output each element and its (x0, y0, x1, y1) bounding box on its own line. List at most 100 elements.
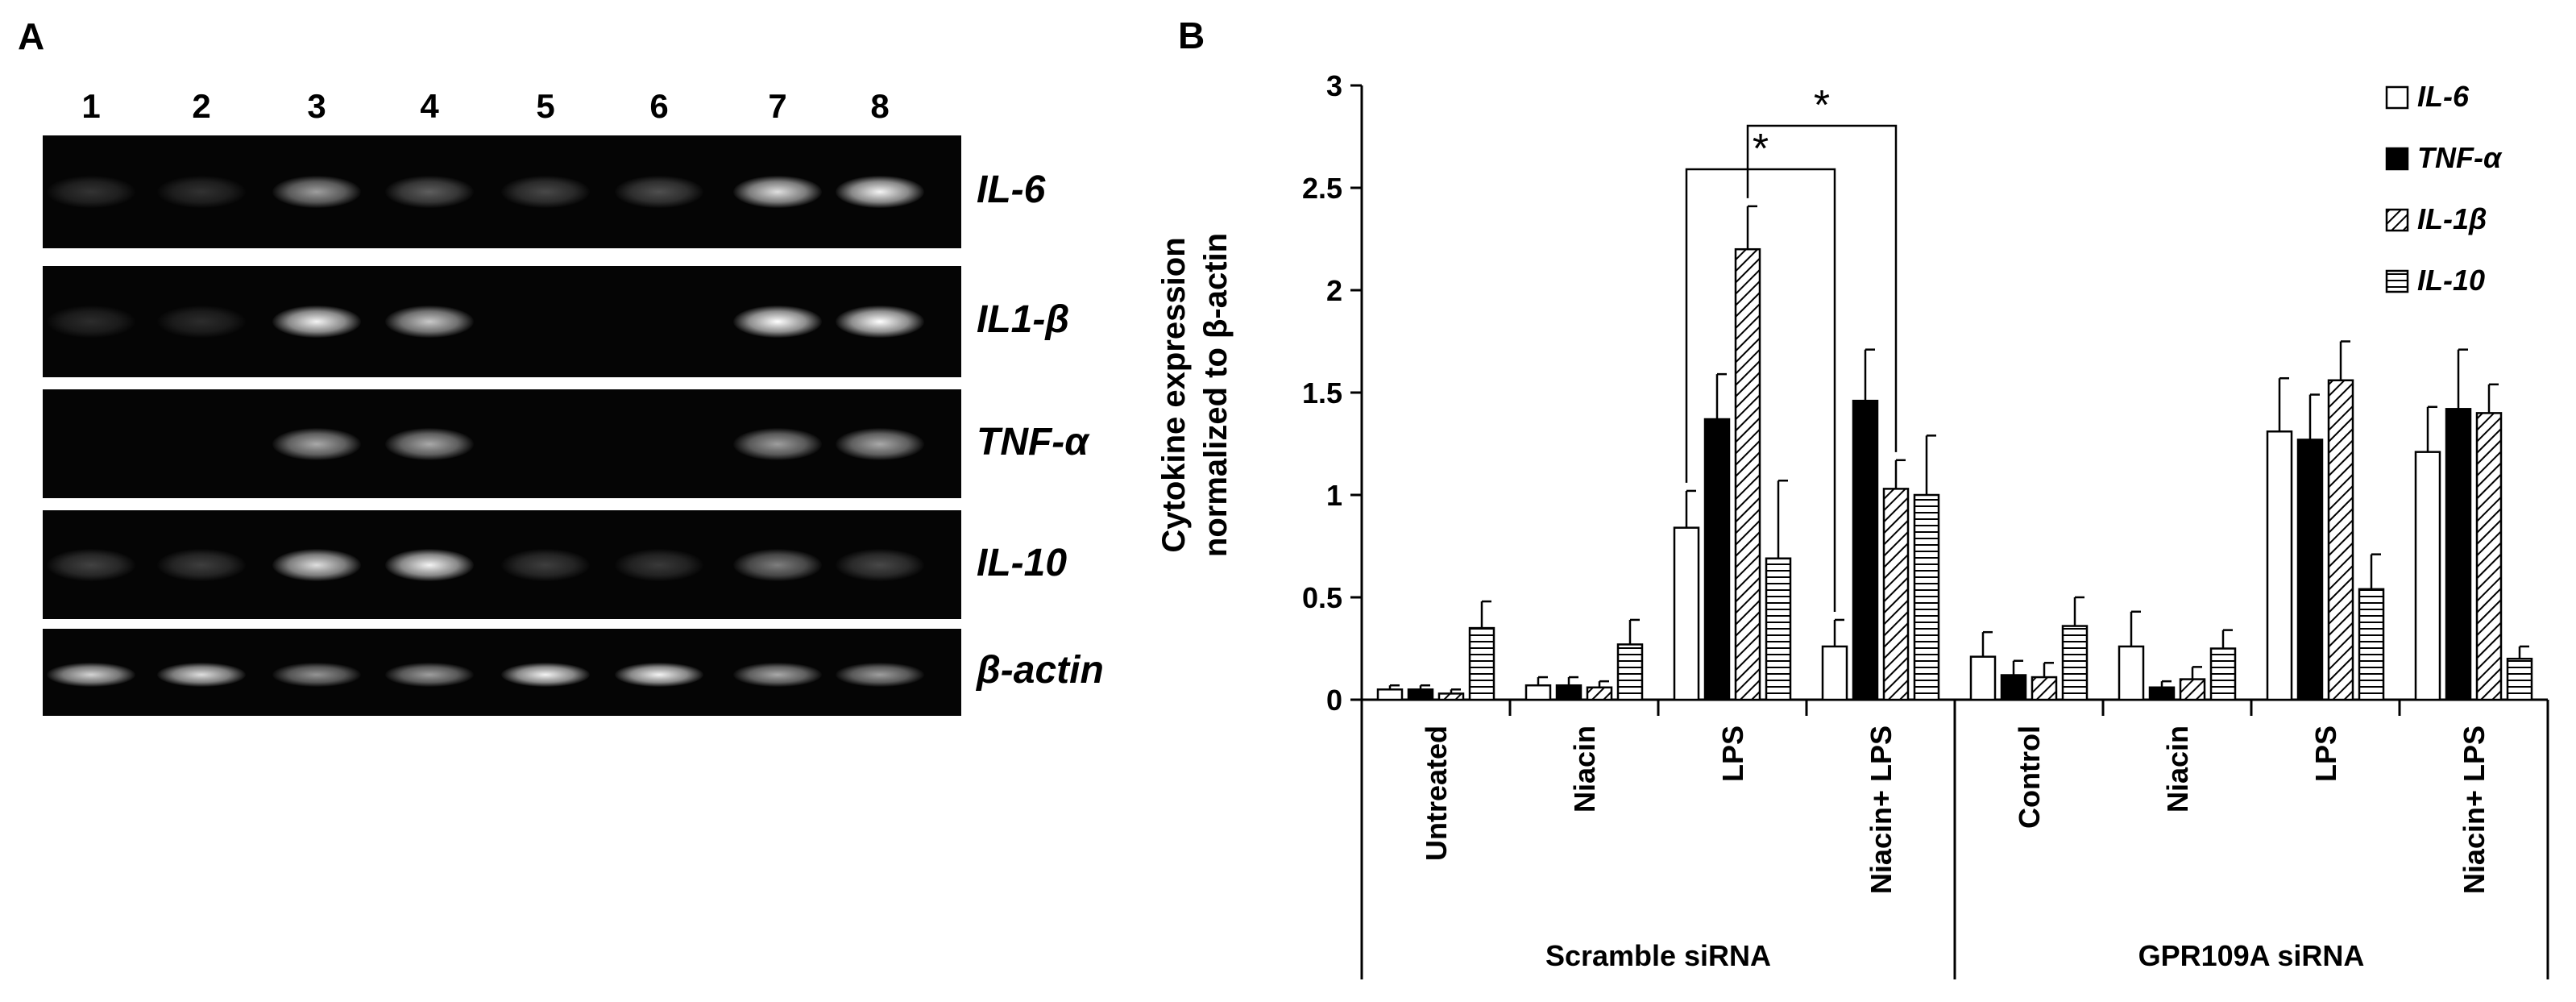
gel-strip (43, 629, 961, 716)
lane-number: 3 (307, 87, 326, 125)
bar (1882, 488, 1910, 701)
gel-band (47, 176, 135, 208)
bar (1821, 645, 1848, 701)
gel-band (501, 548, 590, 581)
gel-row-label: IL1-β (977, 298, 1070, 341)
gel-row-label: β-actin (977, 649, 1104, 692)
gel-band (272, 427, 361, 460)
category-label: Untreated (1420, 726, 1453, 861)
category-label: Niacin (1568, 726, 1601, 813)
bar (2506, 657, 2533, 701)
gel-band (47, 548, 135, 581)
bar (1969, 655, 1997, 701)
bar (2148, 686, 2176, 701)
panel-a-label: A (18, 15, 45, 57)
lane-number: 5 (536, 87, 555, 125)
bar (1765, 557, 1792, 701)
bar (2358, 588, 2385, 701)
y-tick-label: 1 (1326, 479, 1342, 512)
bar (1734, 247, 1761, 701)
group-label: GPR109A siRNA (2138, 939, 2365, 972)
bar (1407, 688, 1434, 701)
gel-band (733, 306, 822, 338)
gel-band (385, 427, 474, 460)
bar (2000, 674, 2027, 701)
legend-swatch (2385, 147, 2409, 171)
legend-swatch (2385, 208, 2409, 232)
gel-band (272, 306, 361, 338)
bar (2327, 379, 2354, 701)
gel-band (733, 176, 822, 208)
legend-label: IL-6 (2417, 80, 2470, 113)
bar (2061, 625, 2089, 701)
legend-swatch (2385, 269, 2409, 293)
gel-band (272, 548, 361, 581)
gel-band (836, 176, 924, 208)
gel-band (157, 663, 246, 687)
gel-band (272, 663, 361, 687)
gel-row-label: IL-6 (977, 168, 1046, 211)
gel-band (157, 306, 246, 338)
gel-band (272, 176, 361, 208)
gel-band (47, 306, 135, 338)
gel-row-label: TNF-α (977, 420, 1089, 464)
bar (1468, 626, 1495, 701)
bar (2031, 676, 2058, 701)
gel-band (385, 548, 474, 581)
y-tick-label: 1.5 (1302, 376, 1342, 410)
gel-band (385, 306, 474, 338)
bar (2209, 647, 2237, 701)
significance-bracket (1746, 124, 1898, 452)
gel-band (385, 663, 474, 687)
significance-star: * (1753, 126, 1769, 173)
bar (1852, 399, 1879, 701)
significance-bracket (1685, 168, 1836, 612)
gel-band (615, 176, 703, 208)
bar (2445, 408, 2472, 701)
gel-band (836, 548, 924, 581)
gel-strip (43, 266, 961, 377)
lane-number: 8 (870, 87, 890, 125)
bar (2266, 430, 2293, 701)
bar (2414, 451, 2441, 701)
category-label: LPS (2309, 726, 2342, 782)
bar (1616, 643, 1644, 701)
y-tick-label: 3 (1326, 69, 1342, 102)
y-axis-label-line1: Cytokine expression (1156, 237, 1192, 552)
gel-band (501, 176, 590, 208)
legend-label: TNF-α (2417, 141, 2503, 174)
lane-number: 1 (81, 87, 101, 125)
bar (2179, 678, 2206, 701)
lane-number: 2 (192, 87, 211, 125)
panel-b-label: B (1178, 15, 1205, 56)
category-label: Niacin (2161, 726, 2194, 813)
category-label: Control (2013, 726, 2046, 829)
bar (1437, 692, 1465, 701)
gel-band (733, 427, 822, 460)
bar (2118, 645, 2145, 701)
bar (1555, 684, 1583, 701)
bar (1913, 493, 1940, 701)
lane-number: 6 (649, 87, 669, 125)
gel-row-label: IL-10 (977, 541, 1068, 584)
gel-band (47, 663, 135, 687)
gel-strip (43, 135, 961, 248)
category-label: Niacin+ LPS (1865, 726, 1898, 894)
gel-band (157, 548, 246, 581)
bar (2475, 412, 2503, 701)
lane-number: 4 (420, 87, 439, 125)
gel-strip (43, 510, 961, 619)
y-axis-label-line2: normalized to β-actin (1198, 233, 1234, 557)
y-tick-label: 2.5 (1302, 172, 1342, 205)
gel-band (836, 663, 924, 687)
gel-band (733, 548, 822, 581)
gel-band (615, 663, 703, 687)
y-tick-label: 0 (1326, 684, 1342, 717)
gel-strip (43, 389, 961, 498)
legend-label: IL-1β (2417, 202, 2487, 235)
gel-band (615, 548, 703, 581)
gel-band (733, 663, 822, 687)
gel-band (836, 306, 924, 338)
legend-swatch (2385, 85, 2409, 110)
group-label: Scramble siRNA (1545, 939, 1771, 972)
